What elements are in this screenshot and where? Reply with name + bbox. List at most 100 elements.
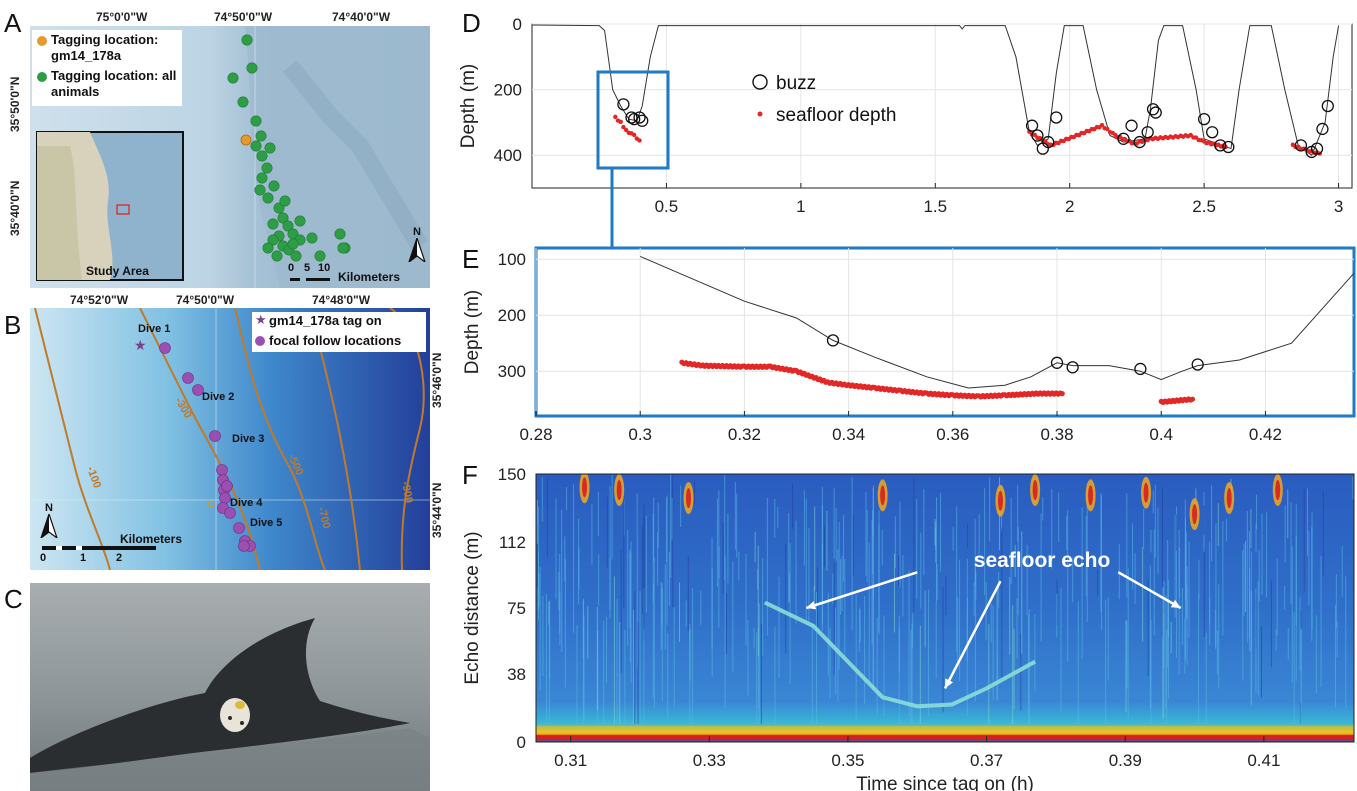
scale-tick-0: 0 [288, 262, 295, 274]
focal-follow-point [224, 507, 236, 519]
focal-follow-point [219, 492, 231, 504]
all-animals-point [262, 192, 274, 204]
seafloor-point [631, 132, 637, 138]
annotation-arrow [805, 571, 918, 610]
chart-d-legend: buzz seafloor depth [752, 73, 896, 126]
inset-label: Study Area [86, 264, 149, 278]
buzz-point [1050, 111, 1063, 124]
legend-focal-icon [37, 36, 47, 46]
y-tick-label: 112 [499, 533, 526, 552]
all-animals-point [241, 34, 253, 46]
x-tick-label: 0.35 [831, 751, 864, 770]
contour-700: -700 [315, 506, 332, 530]
x-tick-label: 1.5 [923, 197, 947, 216]
buzz-point [1134, 362, 1147, 376]
buzz-point [1133, 135, 1146, 149]
all-animals-point [267, 218, 279, 230]
buzz-point [1025, 119, 1039, 132]
buzz-point [1042, 135, 1055, 149]
x-tick-label: 0.3 [628, 425, 652, 444]
map-a-coord-left-2: 35°40'0"N [8, 180, 22, 236]
all-animals-point [256, 150, 268, 162]
x-tick-label: 0.37 [970, 751, 1003, 770]
map-b-coord-top-2: 74°50'0"W [176, 293, 235, 307]
focal-follow-point [192, 384, 204, 396]
dive-label-5: Dive 5 [250, 517, 282, 529]
map-b-north-arrow: N [39, 502, 59, 546]
buzz-point [1117, 132, 1130, 145]
north-arrow-icon-b [39, 512, 59, 540]
all-animals-point [261, 162, 273, 174]
seafloor-echo-trace [763, 600, 1037, 709]
buzz-point [1125, 119, 1138, 132]
seafloor-point [1032, 132, 1037, 138]
seafloor-point [618, 119, 623, 125]
whale-photo [30, 583, 430, 791]
x-tick-label: 0.33 [693, 751, 726, 770]
x-axis-label: Time since tag on (h) [856, 774, 1034, 791]
map-b-coord-top-1: 74°52'0"W [70, 293, 129, 307]
all-animals-point [273, 202, 285, 214]
buzz-point [1206, 126, 1219, 139]
annotation-arrow [943, 580, 1002, 689]
all-animals-point [268, 180, 280, 192]
all-animals-point [267, 234, 279, 246]
zoom-dive-chart: 0.28 0.3 0.32 0.34 0.36 0.38 0.4 0.42 100 200 300 D… [462, 246, 1356, 444]
panel-label-d: D [462, 8, 481, 38]
all-animals-point [256, 172, 268, 184]
north-arrow-icon [407, 236, 427, 264]
x-tick-label: 0.38 [1040, 425, 1073, 444]
all-animals-point [290, 250, 302, 262]
x-tick-label: 2.5 [1192, 197, 1216, 216]
buzz-point [1310, 142, 1324, 155]
focal-follow-point [159, 342, 171, 354]
focal-follow-point [221, 480, 233, 492]
buzz-point [1066, 361, 1079, 374]
x-tick-label: 0.34 [832, 425, 865, 444]
whale-photo-svg [30, 583, 430, 791]
x-tick-label: 0.28 [519, 425, 552, 444]
seafloor-point [1189, 396, 1196, 402]
legend-follow-icon [255, 336, 265, 346]
buzz-point [1197, 112, 1211, 126]
seafloor-point [1099, 122, 1105, 128]
buzz-point [1149, 106, 1162, 119]
buzz-point [1316, 122, 1329, 136]
legend-tag-icon: ★ [255, 312, 267, 327]
y-tick-label: 38 [507, 665, 526, 684]
dive-label-4: Dive 4 [230, 497, 263, 509]
y-axis-label: Depth (m) [458, 64, 479, 148]
map-a-coord-left-1: 35°50'0"N [8, 76, 22, 132]
seafloor-echo-annotation: seafloor echo [974, 549, 1111, 572]
map-b-coord-right-2: 35°44'0"N [430, 482, 444, 538]
all-animals-point [250, 140, 262, 152]
scale-b-tick-2: 2 [116, 552, 123, 564]
focal-follow-point [216, 464, 228, 476]
map-a [30, 26, 430, 288]
focal-follow-point [182, 372, 194, 384]
all-animals-point [237, 96, 249, 108]
legend-buzz-label: buzz [776, 73, 816, 94]
scale-unit-b: Kilometers [120, 532, 183, 546]
y-tick-label: 100 [498, 250, 526, 269]
y-tick-label: 75 [507, 599, 526, 618]
seafloor-point [613, 114, 618, 120]
seafloor-point [637, 138, 642, 143]
panel-label-f: F [462, 460, 478, 490]
seafloor-point [1105, 126, 1110, 132]
scale-b-tick-1: 1 [80, 552, 87, 564]
scale-tick-5: 5 [304, 262, 311, 274]
x-tick-label: 0.5 [655, 197, 679, 216]
map-b-coord-top-3: 74°48'0"W [312, 293, 371, 307]
plot-area [534, 246, 1356, 418]
all-animals-point [264, 142, 276, 154]
legend-follow-label: focal follow locations [269, 333, 402, 348]
all-animals-point [250, 115, 262, 127]
x-tick-label: 1 [796, 197, 805, 216]
x-tick-label: 0.32 [728, 425, 761, 444]
y-tick-label: 200 [498, 306, 526, 325]
focal-tag-point [240, 134, 252, 146]
legend-tag-label: gm14_178a tag on [269, 313, 382, 328]
map-b-legend: ★ gm14_178a tag on focal follow location… [252, 312, 426, 352]
all-animals-points [227, 34, 351, 262]
